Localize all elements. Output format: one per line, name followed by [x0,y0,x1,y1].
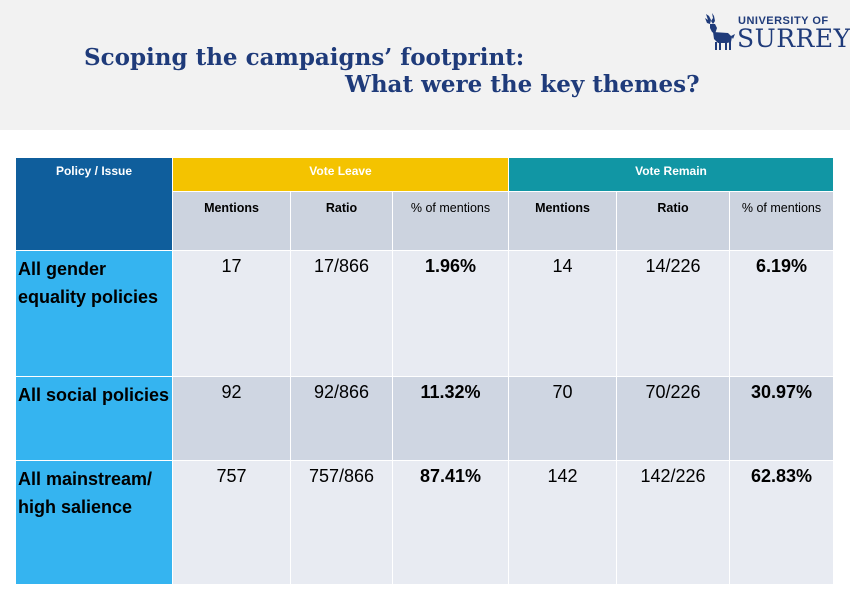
remain-pct-cell: 6.19% [729,250,834,377]
table-row: All social policies 92 92/866 11.32% 70 … [15,376,834,461]
table-row: All gender equality policies 17 17/866 1… [15,250,834,377]
slide-header: Scoping the campaigns’ footprint: What w… [0,0,850,130]
remain-ratio-header: Ratio [616,191,730,251]
policy-issue-header: Policy / Issue [15,157,173,251]
table-subheader-row: Mentions Ratio % of mentions Mentions Ra… [16,191,834,251]
leave-pct-header: % of mentions [392,191,509,251]
remain-ratio-cell: 14/226 [616,250,730,377]
leave-ratio-cell: 757/866 [290,460,393,585]
leave-mentions-cell: 17 [172,250,291,377]
university-logo: UNIVERSITY OF SURREY [698,12,850,54]
row-label: All mainstream/ high salience [15,460,173,585]
slide-title-line-1: Scoping the campaigns’ footprint: [84,44,525,71]
remain-pct-cell: 62.83% [729,460,834,585]
leave-mentions-header: Mentions [172,191,291,251]
remain-ratio-cell: 142/226 [616,460,730,585]
row-label: All social policies [15,376,173,461]
remain-pct-cell: 30.97% [729,376,834,461]
remain-mentions-cell: 70 [508,376,617,461]
row-label: All gender equality policies [15,250,173,377]
remain-ratio-cell: 70/226 [616,376,730,461]
remain-mentions-header: Mentions [508,191,617,251]
leave-mentions-cell: 92 [172,376,291,461]
themes-table: Policy / Issue Vote Leave Vote Remain Me… [15,157,834,585]
leave-pct-cell: 11.32% [392,376,509,461]
leave-pct-cell: 87.41% [392,460,509,585]
stag-icon [705,13,735,50]
remain-pct-header: % of mentions [729,191,834,251]
leave-ratio-cell: 92/866 [290,376,393,461]
leave-ratio-header: Ratio [290,191,393,251]
vote-remain-header: Vote Remain [508,157,834,192]
leave-mentions-cell: 757 [172,460,291,585]
table-row: All mainstream/ high salience 757 757/86… [15,460,834,585]
leave-ratio-cell: 17/866 [290,250,393,377]
slide-title-line-2: What were the key themes? [345,71,700,98]
remain-mentions-cell: 142 [508,460,617,585]
remain-mentions-cell: 14 [508,250,617,377]
logo-main-text: SURREY [737,24,850,53]
table-header-row: Policy / Issue Vote Leave Vote Remain [15,157,834,251]
leave-pct-cell: 1.96% [392,250,509,377]
logo-top-text: UNIVERSITY OF [738,15,829,27]
vote-leave-header: Vote Leave [172,157,509,192]
